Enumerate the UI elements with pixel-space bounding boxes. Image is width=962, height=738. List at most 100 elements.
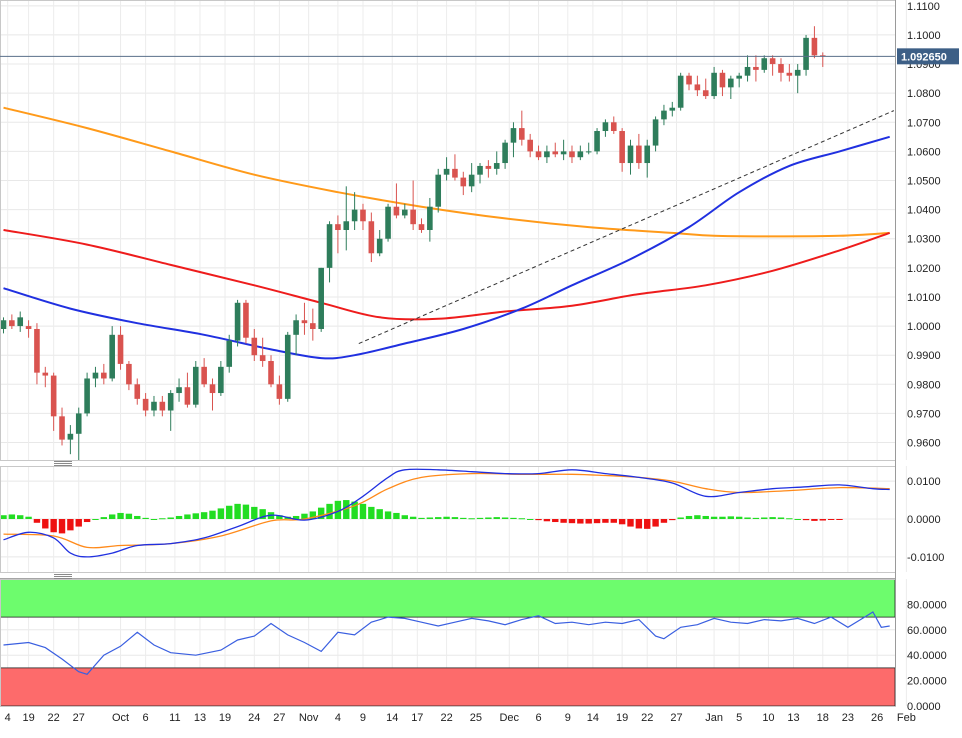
candle-up <box>544 145 550 164</box>
candle-down <box>811 26 818 59</box>
macd-tick-label: -0.0100 <box>907 552 944 564</box>
candle-down <box>201 358 207 388</box>
candle-body <box>393 206 400 216</box>
rsi-oversold-zone <box>0 667 896 707</box>
candle-up <box>728 75 734 99</box>
candle-up <box>92 366 99 388</box>
candle-body <box>201 366 207 385</box>
x-tick-label: Oct <box>112 712 129 724</box>
candle-up <box>502 139 508 169</box>
macd-histogram-bar <box>50 519 57 533</box>
macd-histogram-bar <box>276 515 283 519</box>
candle-down <box>485 160 492 178</box>
price-tick-label: 1.0300 <box>907 234 941 246</box>
rsi-tick-label: 20.0000 <box>907 676 947 688</box>
candle-down <box>610 116 617 134</box>
macd-histogram-bar <box>602 519 609 523</box>
candle-body <box>460 177 467 187</box>
price-tick-label: 1.0100 <box>907 292 941 304</box>
macd-histogram-bar <box>635 519 643 529</box>
macd-histogram-bar <box>368 506 375 519</box>
candle-body <box>761 58 768 70</box>
candle-up <box>644 139 651 178</box>
y-axis-labels: 1.11001.10001.09001.08001.07001.06001.05… <box>907 1 947 713</box>
candle-down <box>209 378 216 411</box>
macd-histogram-bar <box>618 519 626 525</box>
x-tick-label: 4 <box>5 712 11 724</box>
x-tick-label: 22 <box>48 712 60 724</box>
pane-resize-handle[interactable] <box>54 574 72 579</box>
pane-resize-handles[interactable] <box>54 461 72 579</box>
x-tick-label: 22 <box>440 712 452 724</box>
candle-up <box>218 361 224 396</box>
macd-histogram-bar <box>393 512 400 519</box>
candle-down <box>25 320 32 338</box>
candle-body <box>569 151 575 158</box>
candle-body <box>711 72 717 97</box>
macd-histogram-bar <box>560 519 567 523</box>
candle-body <box>477 165 483 175</box>
candle-up <box>560 139 567 161</box>
macd-histogram-bar <box>167 517 174 519</box>
candle-body <box>301 320 308 324</box>
candle-body <box>694 84 701 91</box>
candle-body <box>159 401 166 411</box>
candle-body <box>443 168 450 175</box>
x-axis-labels: 4 19 22 27 Oct 6 11 13 19 24 27 Nov 4 9 14 17 22 25 Dec 6 9 1… <box>5 712 916 724</box>
ma-100-line <box>3 229 891 321</box>
candle-body <box>769 58 776 65</box>
macd-histogram-bar <box>493 517 500 519</box>
candle-down <box>753 55 759 82</box>
macd-histogram-bar <box>0 515 7 519</box>
candle-up <box>84 372 90 417</box>
macd-histogram-bar <box>242 504 250 519</box>
candle-up <box>176 378 182 402</box>
candle-body <box>151 401 157 411</box>
candle-down <box>259 337 266 367</box>
moving-averages <box>3 106 895 360</box>
macd-histogram-bar <box>33 519 41 523</box>
candle-down <box>460 171 467 196</box>
macd-histogram-bar <box>610 519 617 523</box>
candle-body <box>594 131 600 152</box>
candle-body <box>25 326 32 329</box>
candle-body <box>276 384 283 399</box>
x-tick-label: Dec <box>499 712 519 724</box>
macd-histogram-bar <box>108 514 116 519</box>
rsi-tick-label: 0.0000 <box>907 701 941 713</box>
macd-histogram-bar <box>309 511 317 519</box>
candle-body <box>268 361 274 385</box>
macd-histogram-bar <box>125 513 133 519</box>
x-tick-label: 22 <box>641 712 653 724</box>
macd-pane <box>0 468 890 558</box>
macd-histogram-bar <box>334 500 342 519</box>
candle-up <box>652 116 659 152</box>
macd-histogram-bar <box>552 519 559 523</box>
price-tick-label: 1.0500 <box>907 176 941 188</box>
macd-histogram-bar <box>351 501 358 519</box>
x-tick-label: 19 <box>22 712 34 724</box>
candle-down <box>34 323 40 385</box>
candle-body <box>552 151 559 155</box>
macd-histogram-bar <box>518 518 526 520</box>
candle-up <box>435 168 442 213</box>
candle-body <box>318 267 324 329</box>
macd-histogram-bar <box>142 517 149 519</box>
candle-down <box>301 302 308 335</box>
candle-body <box>209 384 216 394</box>
x-tick-label: 14 <box>386 712 398 724</box>
candle-down <box>569 145 575 164</box>
candle-down <box>769 55 776 76</box>
macd-histogram-bar <box>744 517 751 519</box>
pane-resize-handle[interactable] <box>54 461 72 466</box>
macd-histogram-bar <box>376 509 383 519</box>
macd-histogram-bar <box>568 519 576 524</box>
candle-body <box>343 221 350 230</box>
candle-body <box>310 323 316 329</box>
macd-histogram-bar <box>794 519 801 520</box>
x-tick-label: 27 <box>73 712 85 724</box>
candle-body <box>585 151 592 153</box>
candle-down <box>268 355 274 388</box>
candle-up <box>351 192 358 230</box>
